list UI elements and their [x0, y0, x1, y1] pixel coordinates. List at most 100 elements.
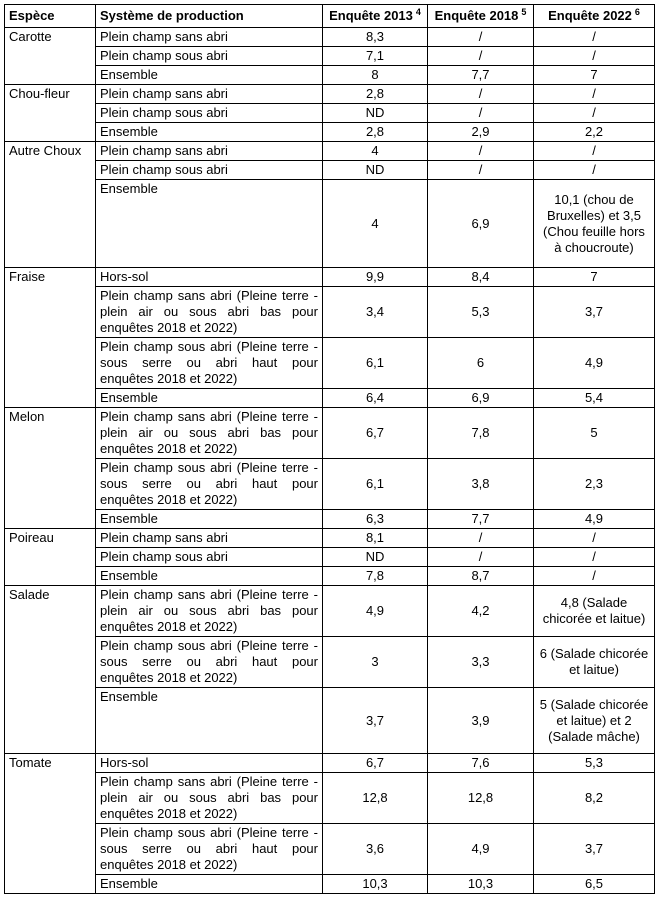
value-2013-cell: 12,8 — [322, 772, 428, 824]
value-2022-cell: 5 — [533, 407, 655, 459]
value-2022-cell: 4,9 — [533, 509, 655, 529]
footnote-ref-4: 4 — [415, 6, 421, 17]
value-2018-cell: 2,9 — [427, 122, 534, 142]
systeme-cell: Ensemble — [95, 566, 323, 586]
value-2018-cell: / — [427, 547, 534, 567]
systeme-cell: Plein champ sous abri — [95, 160, 323, 180]
value-2013-cell: 3,7 — [322, 687, 428, 754]
table-row: Poireau Plein champ sans abri 8,1 / / — [4, 528, 655, 586]
value-2013-cell: 8 — [322, 65, 428, 85]
espece-cell: Melon — [4, 407, 96, 529]
value-2018-cell: 7,7 — [427, 65, 534, 85]
table-row: Plein champ sous abri ND / / — [5, 160, 655, 180]
production-survey-table: Espèce Système de production Enquête 201… — [4, 4, 655, 894]
value-2018-cell: 3,9 — [427, 687, 534, 754]
value-2022-cell: 10,1 (chou de Bruxelles) et 3,5 (Chou fe… — [533, 179, 655, 268]
systeme-cell: Plein champ sans abri — [95, 84, 323, 104]
value-2013-cell: 3 — [322, 636, 428, 688]
value-2018-cell: / — [427, 46, 534, 66]
value-2022-cell: / — [533, 547, 655, 567]
table-row: Carotte Plein champ sans abri 8,3 / / — [4, 27, 655, 85]
value-2022-cell: / — [533, 566, 655, 586]
header-row: Espèce Système de production Enquête 201… — [4, 4, 655, 28]
table-row: Chou-fleur Plein champ sans abri 2,8 / / — [4, 84, 655, 142]
table-row: Plein champ sous abri (Pleine terre - so… — [5, 458, 655, 510]
table-row: Plein champ sous abri ND / / — [5, 547, 655, 567]
value-2013-cell: 3,6 — [322, 823, 428, 875]
value-2018-cell: 6,9 — [427, 388, 534, 408]
value-2018-cell: 3,8 — [427, 458, 534, 510]
systeme-cell: Plein champ sous abri — [95, 46, 323, 66]
value-2018-cell: 7,6 — [427, 753, 534, 773]
value-2018-cell: 8,7 — [427, 566, 534, 586]
value-2013-cell: 2,8 — [322, 122, 428, 142]
systeme-cell: Ensemble — [95, 388, 323, 408]
header-enquete-2022-label: Enquête 2022 — [548, 8, 632, 23]
value-2013-cell: 6,1 — [322, 458, 428, 510]
table-row: Autre Choux Plein champ sans abri 4 / / — [4, 141, 655, 268]
systeme-cell: Plein champ sous abri (Pleine terre - so… — [95, 823, 323, 875]
value-2013-cell: 4,9 — [322, 585, 428, 637]
value-2022-cell: 2,3 — [533, 458, 655, 510]
systeme-cell: Plein champ sans abri (Pleine terre - pl… — [95, 772, 323, 824]
value-2013-cell: 7,8 — [322, 566, 428, 586]
value-2013-cell: 6,7 — [322, 753, 428, 773]
systeme-cell: Plein champ sous abri (Pleine terre - so… — [95, 458, 323, 510]
table-row: Plein champ sans abri (Pleine terre - pl… — [5, 772, 655, 824]
value-2013-cell: 8,1 — [322, 528, 428, 548]
header-enquete-2018-label: Enquête 2018 — [434, 8, 519, 23]
table-row: Plein champ sans abri (Pleine terre - pl… — [5, 286, 655, 338]
table-row: Ensemble 8 7,7 7 — [5, 65, 655, 85]
systeme-cell: Hors-sol — [95, 753, 323, 773]
espece-cell: Autre Choux — [4, 141, 96, 268]
systeme-cell: Plein champ sous abri (Pleine terre - so… — [95, 636, 323, 688]
value-2018-cell: / — [427, 160, 534, 180]
systeme-cell: Plein champ sans abri (Pleine terre - pl… — [95, 407, 323, 459]
systeme-cell: Plein champ sans abri (Pleine terre - pl… — [95, 286, 323, 338]
header-enquete-2013: Enquête 2013 4 — [322, 4, 428, 28]
espece-cell: Poireau — [4, 528, 96, 586]
value-2018-cell: 7,8 — [427, 407, 534, 459]
value-2022-cell: 5,3 — [533, 753, 655, 773]
value-2018-cell: 10,3 — [427, 874, 534, 894]
value-2022-cell: / — [533, 84, 655, 104]
table-row: Plein champ sous abri (Pleine terre - so… — [5, 337, 655, 389]
table-row: Ensemble 6,4 6,9 5,4 — [5, 388, 655, 408]
value-2013-cell: 4 — [322, 179, 428, 268]
espece-cell: Tomate — [4, 753, 96, 894]
value-2022-cell: / — [533, 46, 655, 66]
value-2022-cell: / — [533, 27, 655, 47]
value-2022-cell: / — [533, 141, 655, 161]
value-2018-cell: 4,9 — [427, 823, 534, 875]
value-2018-cell: / — [427, 141, 534, 161]
espece-cell: Salade — [4, 585, 96, 754]
value-2018-cell: 6 — [427, 337, 534, 389]
value-2013-cell: ND — [322, 160, 428, 180]
value-2022-cell: / — [533, 528, 655, 548]
value-2022-cell: 2,2 — [533, 122, 655, 142]
value-2018-cell: / — [427, 27, 534, 47]
table-row: Plein champ sous abri (Pleine terre - so… — [5, 636, 655, 688]
value-2013-cell: 2,8 — [322, 84, 428, 104]
systeme-cell: Ensemble — [95, 179, 323, 268]
value-2022-cell: 7 — [533, 65, 655, 85]
systeme-cell: Ensemble — [95, 509, 323, 529]
value-2013-cell: 10,3 — [322, 874, 428, 894]
value-2022-cell: / — [533, 103, 655, 123]
table-row: Ensemble 3,7 3,9 5 (Salade chicorée et l… — [5, 687, 655, 754]
table-row: Ensemble 2,8 2,9 2,2 — [5, 122, 655, 142]
value-2018-cell: 4,2 — [427, 585, 534, 637]
systeme-cell: Ensemble — [95, 687, 323, 754]
systeme-cell: Plein champ sous abri — [95, 547, 323, 567]
value-2022-cell: 7 — [533, 267, 655, 287]
table-row: Melon Plein champ sans abri (Pleine terr… — [4, 407, 655, 529]
systeme-cell: Plein champ sans abri (Pleine terre - pl… — [95, 585, 323, 637]
value-2018-cell: 3,3 — [427, 636, 534, 688]
value-2018-cell: / — [427, 103, 534, 123]
value-2013-cell: 4 — [322, 141, 428, 161]
table-row: Ensemble 4 6,9 10,1 (chou de Bruxelles) … — [5, 179, 655, 268]
header-enquete-2013-label: Enquête 2013 — [329, 8, 413, 23]
value-2013-cell: 7,1 — [322, 46, 428, 66]
table-row: Ensemble 6,3 7,7 4,9 — [5, 509, 655, 529]
